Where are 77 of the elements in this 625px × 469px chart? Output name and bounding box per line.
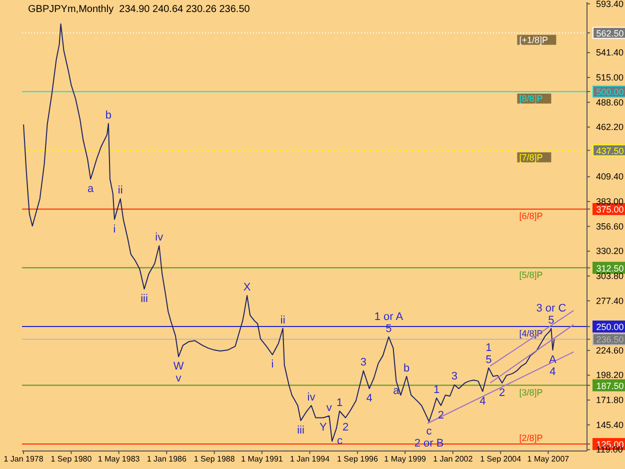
annotation: i — [113, 223, 116, 236]
annotation: 4 — [550, 366, 556, 378]
annotation: 2 — [499, 386, 506, 399]
y-tick-label: 356.60 — [596, 221, 624, 232]
y-tick-label: 277.40 — [596, 296, 624, 306]
annotation: 3 — [360, 356, 367, 369]
x-tick-label: 1 Sep 1996 — [337, 454, 378, 464]
y-tick-label: 500.00 — [596, 87, 624, 98]
ref-line-label: [7/8]P — [519, 152, 543, 162]
annotation: b — [404, 362, 410, 374]
y-tick-label: 462.20 — [596, 122, 624, 132]
annotation: v — [326, 402, 332, 414]
x-tick-label: 1 May 1983 — [98, 454, 140, 464]
ref-line-label: [+1/8]P — [519, 34, 548, 45]
annotation: 5 — [548, 314, 554, 326]
y-tick-label: 562.50 — [596, 28, 624, 38]
annotation: b — [105, 109, 112, 122]
annotation: X — [243, 281, 252, 294]
annotation: i — [271, 358, 274, 371]
y-tick-label: 437.50 — [596, 146, 624, 156]
annotation: ii — [118, 184, 123, 197]
ref-line-label: [5/8]P — [519, 270, 543, 280]
y-tick-label: 593.40 — [596, 0, 624, 9]
annotation: iv — [155, 232, 164, 244]
ref-line-label: [3/8]P — [519, 387, 543, 398]
y-tick-label: 171.80 — [596, 395, 624, 406]
y-tick-label: 224.60 — [596, 345, 624, 356]
annotation: ii — [280, 314, 286, 326]
annotation: 1 — [433, 384, 440, 396]
y-tick-label: 250.00 — [596, 322, 624, 332]
x-tick-label: 1 Jan 1986 — [146, 454, 187, 464]
y-tick-label: 236.50 — [596, 334, 624, 345]
x-tick-label: 1 May 2007 — [527, 454, 570, 464]
annotation: Y — [319, 422, 328, 434]
y-tick-label: 375.00 — [596, 204, 624, 215]
x-tick-label: 1 May 1991 — [241, 454, 284, 464]
annotation: 1 — [486, 342, 492, 354]
y-tick-label: 187.50 — [596, 380, 624, 391]
y-tick-label: 515.00 — [596, 72, 624, 82]
annotation: 5 — [486, 354, 492, 366]
x-tick-label: 1 May 1999 — [384, 454, 427, 464]
annotation: 4 — [480, 395, 486, 408]
y-tick-label: 145.40 — [596, 420, 624, 430]
x-tick-label: 1 Jan 2002 — [433, 454, 474, 464]
y-tick-label: 541.40 — [596, 48, 624, 58]
chart-title: GBPJPYm,Monthly 234.90 240.64 230.26 236.50 — [28, 4, 250, 15]
annotation: iii — [140, 292, 148, 305]
ref-line-label: [2/8]P — [519, 433, 543, 444]
annotation: iv — [307, 391, 316, 404]
annotation: A — [549, 354, 558, 366]
x-tick-label: 1 Jan 1978 — [4, 454, 44, 464]
ref-line-label: [8/8]P — [519, 94, 543, 104]
annotation: W — [173, 360, 184, 373]
annotation: 2 — [342, 422, 349, 434]
annotation: 4 — [366, 392, 372, 404]
annotation: v — [176, 372, 182, 385]
annotation: 1 — [336, 397, 343, 410]
annotation: a — [88, 182, 95, 195]
y-tick-label: 198.20 — [596, 370, 624, 380]
y-tick-label: 488.60 — [596, 97, 624, 108]
y-tick-label: 303.80 — [596, 270, 624, 281]
y-tick-label: 312.50 — [596, 263, 624, 274]
annotation: 2 — [438, 409, 444, 422]
ref-line-label: [4/8]P — [519, 328, 543, 339]
annotation: c — [426, 425, 432, 438]
annotation: iii — [297, 424, 304, 436]
x-tick-label: 1 Sep 1980 — [50, 454, 92, 464]
x-tick-label: 1 Jan 1994 — [290, 454, 330, 464]
y-tick-label: 330.20 — [596, 246, 624, 256]
annotation: 1 or A — [374, 310, 404, 323]
annotation: 3 or C — [536, 302, 566, 314]
ref-line-label: [6/8]P — [519, 211, 543, 222]
y-tick-label: 409.40 — [596, 172, 624, 182]
x-tick-label: 1 Sep 2004 — [480, 454, 522, 464]
annotation: a — [393, 384, 400, 397]
x-tick-label: 1 Sep 1988 — [194, 454, 236, 464]
annotation: 3 — [451, 370, 458, 383]
